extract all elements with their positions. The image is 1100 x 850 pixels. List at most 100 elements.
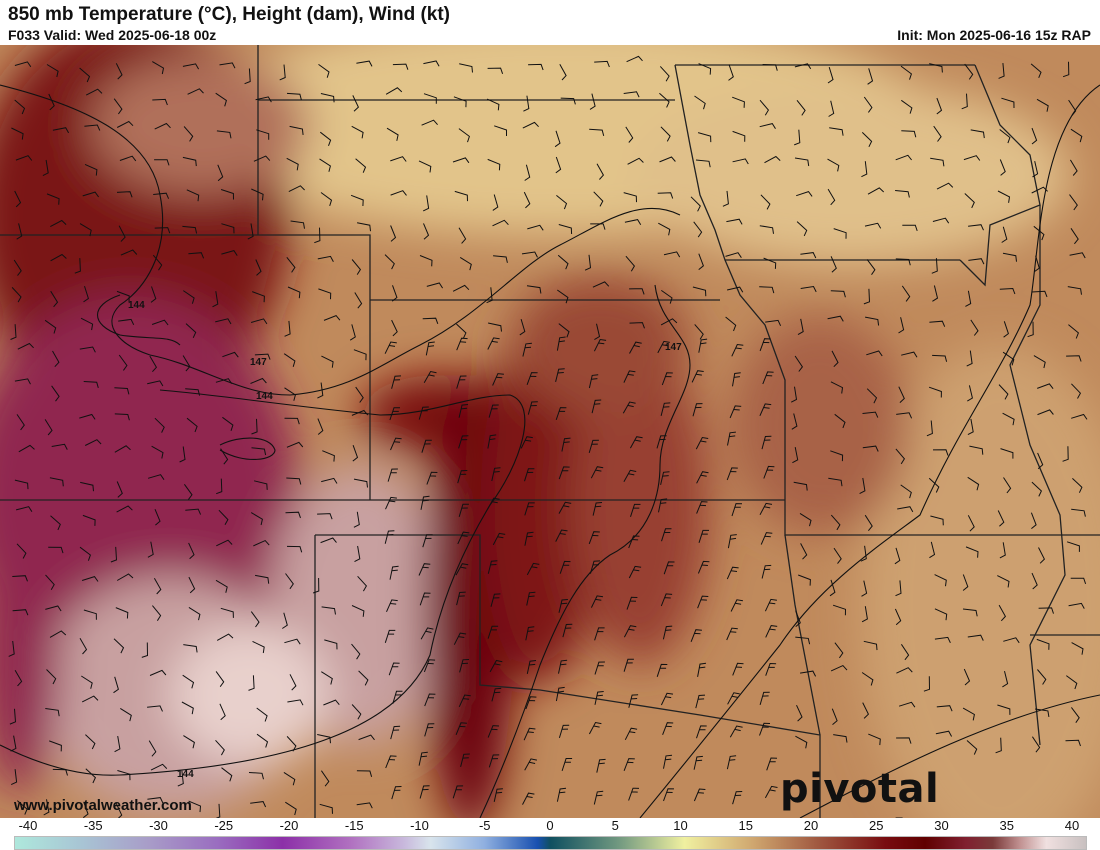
wind-barb bbox=[10, 324, 17, 340]
wind-barb bbox=[487, 625, 499, 639]
wind-barb bbox=[555, 368, 565, 383]
wind-barb bbox=[46, 193, 60, 205]
wind-barb bbox=[691, 370, 704, 383]
wind-barb bbox=[14, 190, 22, 208]
wind-barb bbox=[494, 125, 507, 136]
wind-barb bbox=[45, 574, 55, 591]
wind-barb bbox=[289, 674, 297, 691]
temperature-map[interactable]: 144 147 144 147 144 www.pivotalweather.c… bbox=[0, 45, 1100, 818]
wind-barb bbox=[1070, 228, 1079, 245]
wind-barb bbox=[50, 219, 67, 228]
wind-barb bbox=[662, 722, 674, 735]
wind-barb bbox=[967, 634, 984, 641]
wind-barb bbox=[8, 640, 15, 657]
colorbar-tick-label: 10 bbox=[673, 818, 688, 833]
wind-barb bbox=[833, 734, 848, 743]
colorbar-ticks: -40 -35 -30 -25 -20 -15 -10 -5 0 5 10 15 20 25 30 35 40 bbox=[0, 818, 1100, 834]
wind-barb bbox=[49, 477, 64, 487]
wind-barb bbox=[590, 595, 604, 608]
wind-barb bbox=[420, 627, 434, 640]
wind-barb bbox=[349, 324, 356, 341]
wind-barb bbox=[696, 471, 709, 484]
wind-barb bbox=[491, 687, 502, 702]
wind-barb bbox=[827, 188, 836, 206]
wind-barb bbox=[690, 196, 701, 212]
wind-barb bbox=[661, 372, 673, 386]
wind-barb bbox=[698, 529, 709, 543]
wind-barb bbox=[115, 607, 129, 619]
wind-barb bbox=[11, 287, 22, 303]
wind-barb bbox=[385, 496, 397, 510]
wind-barb bbox=[1072, 478, 1083, 493]
wind-barb bbox=[14, 479, 29, 490]
wind-barb bbox=[763, 465, 775, 479]
wind-barb bbox=[491, 467, 501, 482]
wind-barb bbox=[761, 564, 772, 579]
wind-barb bbox=[1071, 383, 1082, 399]
site-url[interactable]: www.pivotalweather.com bbox=[14, 797, 192, 814]
wind-barb bbox=[392, 63, 409, 70]
wind-barb bbox=[764, 598, 777, 612]
wind-barb bbox=[527, 401, 538, 415]
wind-barb bbox=[1065, 739, 1081, 747]
wind-barb bbox=[560, 97, 576, 105]
wind-barb bbox=[558, 501, 572, 514]
wind-barb bbox=[1030, 512, 1037, 529]
wind-barb bbox=[421, 119, 438, 126]
wind-barb bbox=[868, 733, 881, 746]
wind-barb bbox=[727, 534, 737, 549]
wind-barb bbox=[248, 772, 264, 780]
wind-barb bbox=[765, 625, 778, 638]
colorbar-tick-label: 25 bbox=[869, 818, 884, 833]
wind-barb bbox=[114, 736, 121, 753]
wind-barb bbox=[390, 225, 397, 242]
wind-barb bbox=[222, 416, 234, 431]
wind-barb bbox=[116, 481, 123, 498]
wind-barb bbox=[453, 96, 467, 108]
wind-barb bbox=[320, 192, 333, 207]
wind-barb bbox=[216, 130, 232, 139]
wind-barb bbox=[923, 676, 931, 692]
wind-barb bbox=[522, 792, 535, 805]
wind-barb bbox=[212, 291, 219, 308]
wind-barb bbox=[524, 531, 534, 546]
wind-barb bbox=[732, 158, 749, 165]
wind-barb bbox=[934, 636, 951, 644]
wind-barb bbox=[286, 256, 296, 273]
wind-barb bbox=[726, 467, 738, 481]
wind-barb bbox=[458, 503, 469, 517]
wind-barb bbox=[695, 694, 706, 709]
wind-barb bbox=[186, 189, 200, 202]
wind-barb bbox=[353, 511, 360, 528]
wind-barb bbox=[455, 563, 469, 576]
wind-barb bbox=[219, 703, 226, 721]
wind-barb bbox=[317, 513, 333, 520]
colorbar-tick-label: 30 bbox=[934, 818, 949, 833]
wind-barb bbox=[997, 575, 1010, 588]
temperature-colorbar bbox=[14, 836, 1087, 850]
wind-barb bbox=[828, 100, 835, 117]
wind-barb bbox=[1071, 508, 1086, 517]
wind-barb bbox=[287, 286, 301, 299]
wind-barb bbox=[426, 282, 444, 289]
wind-barb bbox=[85, 768, 97, 784]
wind-barb bbox=[50, 253, 67, 262]
wind-barb bbox=[250, 377, 267, 384]
wind-barb bbox=[897, 506, 914, 513]
wind-barb bbox=[182, 674, 195, 689]
wind-barb bbox=[183, 290, 195, 304]
wind-barb bbox=[896, 412, 913, 419]
wind-barb bbox=[790, 386, 798, 403]
wind-barb bbox=[722, 190, 729, 207]
wind-barb bbox=[862, 411, 879, 418]
wind-barb bbox=[351, 643, 361, 660]
wind-barb bbox=[522, 342, 532, 357]
colorbar-tick-label: -10 bbox=[410, 818, 429, 833]
wind-barb bbox=[628, 535, 640, 549]
wind-barb bbox=[828, 477, 843, 487]
wind-barb bbox=[695, 436, 709, 450]
colorbar-tick-label: -20 bbox=[279, 818, 299, 833]
colorbar-tick-label: -25 bbox=[214, 818, 234, 833]
wind-barb bbox=[558, 466, 570, 480]
wind-barb bbox=[255, 574, 270, 584]
